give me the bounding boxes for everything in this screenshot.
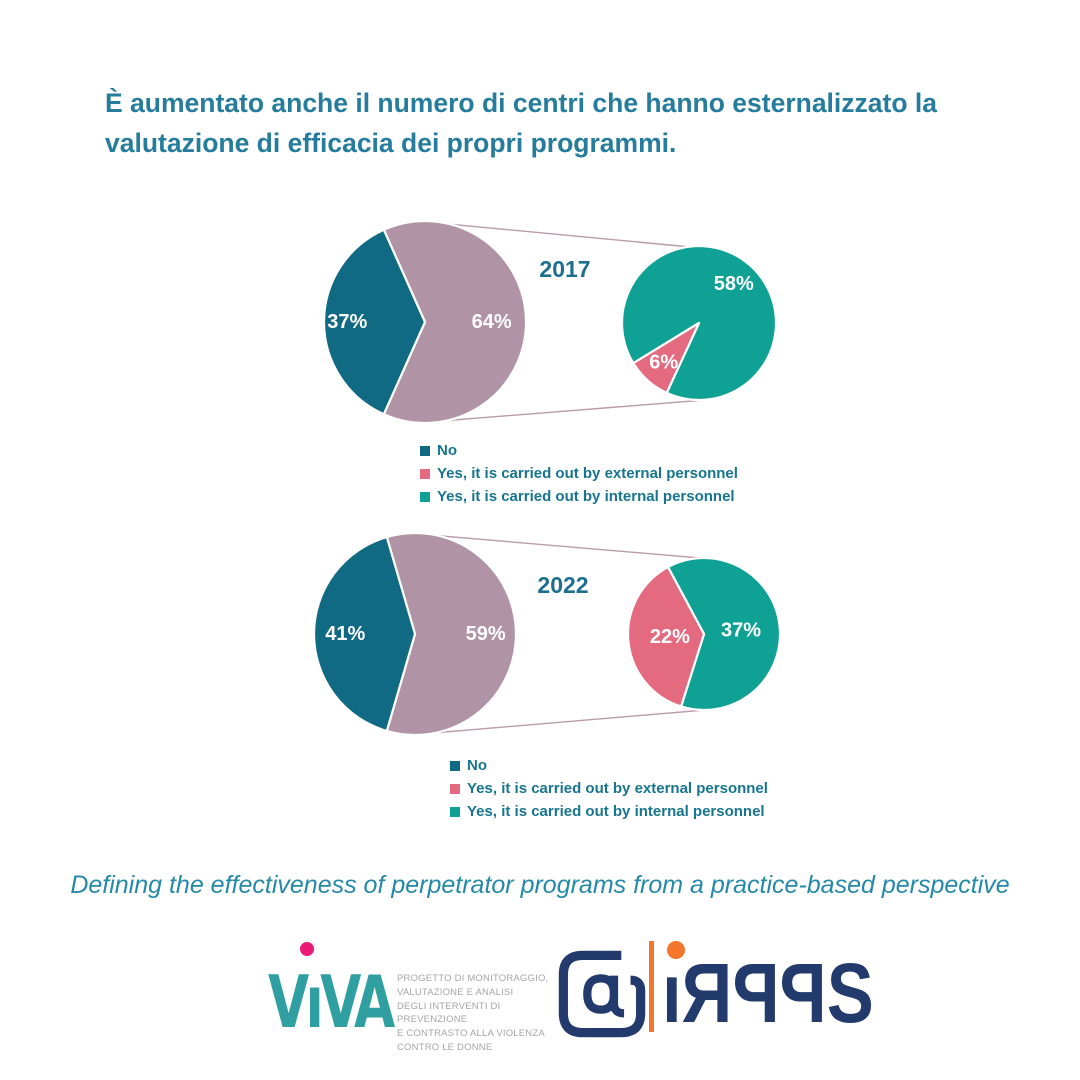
year-label-2017: 2017 [539,256,591,282]
viva-project-line: CONTRO LE DONNE [397,1041,493,1053]
legend-label-internal: Yes, it is carried out by internal perso… [437,488,735,505]
legend-label-external: Yes, it is carried out by external perso… [467,780,768,797]
irpps-logo-divider [649,941,654,1032]
viva-project-line: VALUTAZIONE E ANALISI [397,986,514,998]
legend-swatch-external [450,783,460,794]
legend-item-internal: Yes, it is carried out by internal perso… [420,485,738,508]
pie-label-no-2022: 41% [325,623,365,645]
pie-slice-external-2017 [632,321,701,394]
irpps-letter-s: S [826,946,874,1040]
legend-item-external: Yes, it is carried out by external perso… [450,777,768,800]
irpps-logo-dot-icon [667,941,685,959]
legend-item-external: Yes, it is carried out by external perso… [420,462,738,485]
legend-item-internal: Yes, it is carried out by internal perso… [450,800,768,823]
legend-label-no: No [467,757,487,774]
legend-item-no: No [420,439,738,462]
pie-slice-external-2022 [626,565,706,708]
legend-2022: No Yes, it is carried out by external pe… [450,754,768,823]
pie-slice-yes-total-2022 [385,531,518,737]
cnr-logo-icon [558,950,646,1038]
pie-label-no-2017: 37% [327,311,367,333]
legend-swatch-no [420,445,430,456]
viva-logo-wordmark: VıVA [268,960,395,1044]
viva-project-description: PROGETTO DI MONITORAGGIO, VALUTAZIONE E … [397,972,572,1055]
pie-slice-no-2022 [312,535,417,733]
viva-project-line: DEGLI INTERVENTI DI PREVENZIONE [397,1000,501,1026]
legend-2017: No Yes, it is carried out by external pe… [420,439,738,508]
connector-line-2022 [429,534,701,559]
legend-label-internal: Yes, it is carried out by internal perso… [467,803,765,820]
footer-subtitle: Defining the effectiveness of perpetrato… [70,871,1010,899]
irpps-letter-r: R [681,946,733,1040]
pie-label-yes-total-2017: 64% [472,311,512,333]
pie-slice-no-2017 [322,228,427,416]
connector-line-2017 [436,222,702,249]
irpps-letter-p: P [732,946,780,1040]
legend-swatch-internal [450,806,460,817]
pie-label-external-2022: 22% [650,626,690,648]
legend-item-no: No [450,754,768,777]
connector-line-2017 [440,399,706,422]
pie-slice-yes-total-2017 [382,219,528,425]
irpps-logo-wordmark: ıRPPS [662,946,874,1040]
pie-label-yes-total-2022: 59% [466,623,506,645]
legend-label-external: Yes, it is carried out by external perso… [437,465,738,482]
pie-label-external-2017: 6% [649,352,678,374]
irpps-letter-p: P [779,946,827,1040]
legend-swatch-no [450,760,460,771]
pie-label-internal-2022: 37% [721,620,761,642]
irpps-letter-i: ı [662,946,682,1040]
pie-slice-internal-2022 [666,556,782,712]
connector-line-2022 [432,709,706,734]
page-title: È aumentato anche il numero di centri ch… [105,88,937,158]
viva-project-line: PROGETTO DI MONITORAGGIO, [397,973,549,984]
legend-swatch-internal [420,491,430,502]
viva-logo-dot-icon [300,942,314,956]
viva-project-line: E CONTRASTO ALLA VIOLENZA [397,1028,545,1040]
pie-label-internal-2017: 58% [714,273,754,295]
legend-swatch-external [420,468,430,479]
year-label-2022: 2022 [537,572,589,598]
legend-label-no: No [437,442,457,459]
